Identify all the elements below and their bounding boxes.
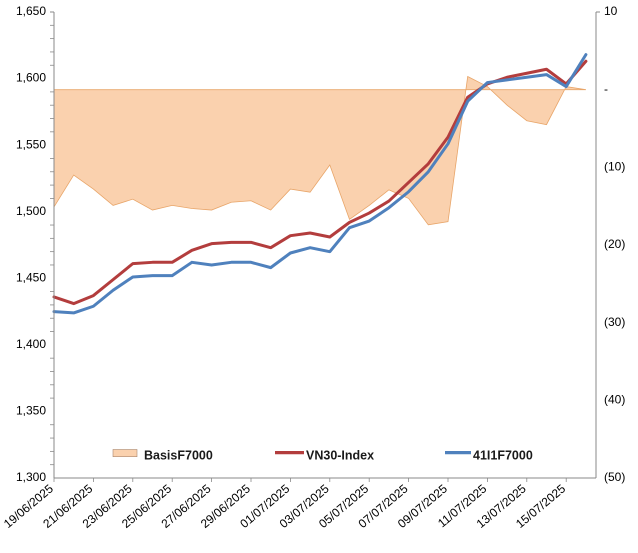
svg-text:1,300: 1,300 (16, 470, 46, 484)
svg-text:(50): (50) (604, 470, 625, 484)
svg-text:1,550: 1,550 (16, 137, 46, 151)
svg-text:1,400: 1,400 (16, 337, 46, 351)
svg-text:(20): (20) (604, 237, 625, 251)
svg-text:1,600: 1,600 (16, 71, 46, 85)
svg-text:(10): (10) (604, 160, 625, 174)
svg-text:1,500: 1,500 (16, 204, 46, 218)
svg-text:(40): (40) (604, 393, 625, 407)
svg-text:VN30-Index: VN30-Index (306, 449, 374, 463)
svg-text:(30): (30) (604, 315, 625, 329)
svg-text:1,450: 1,450 (16, 270, 46, 284)
svg-text:BasisF7000: BasisF7000 (144, 449, 213, 463)
svg-text:41I1F7000: 41I1F7000 (473, 449, 533, 463)
svg-text:1,350: 1,350 (16, 404, 46, 418)
svg-text:10: 10 (604, 4, 618, 18)
svg-text:-: - (604, 82, 608, 96)
svg-text:1,650: 1,650 (16, 4, 46, 18)
